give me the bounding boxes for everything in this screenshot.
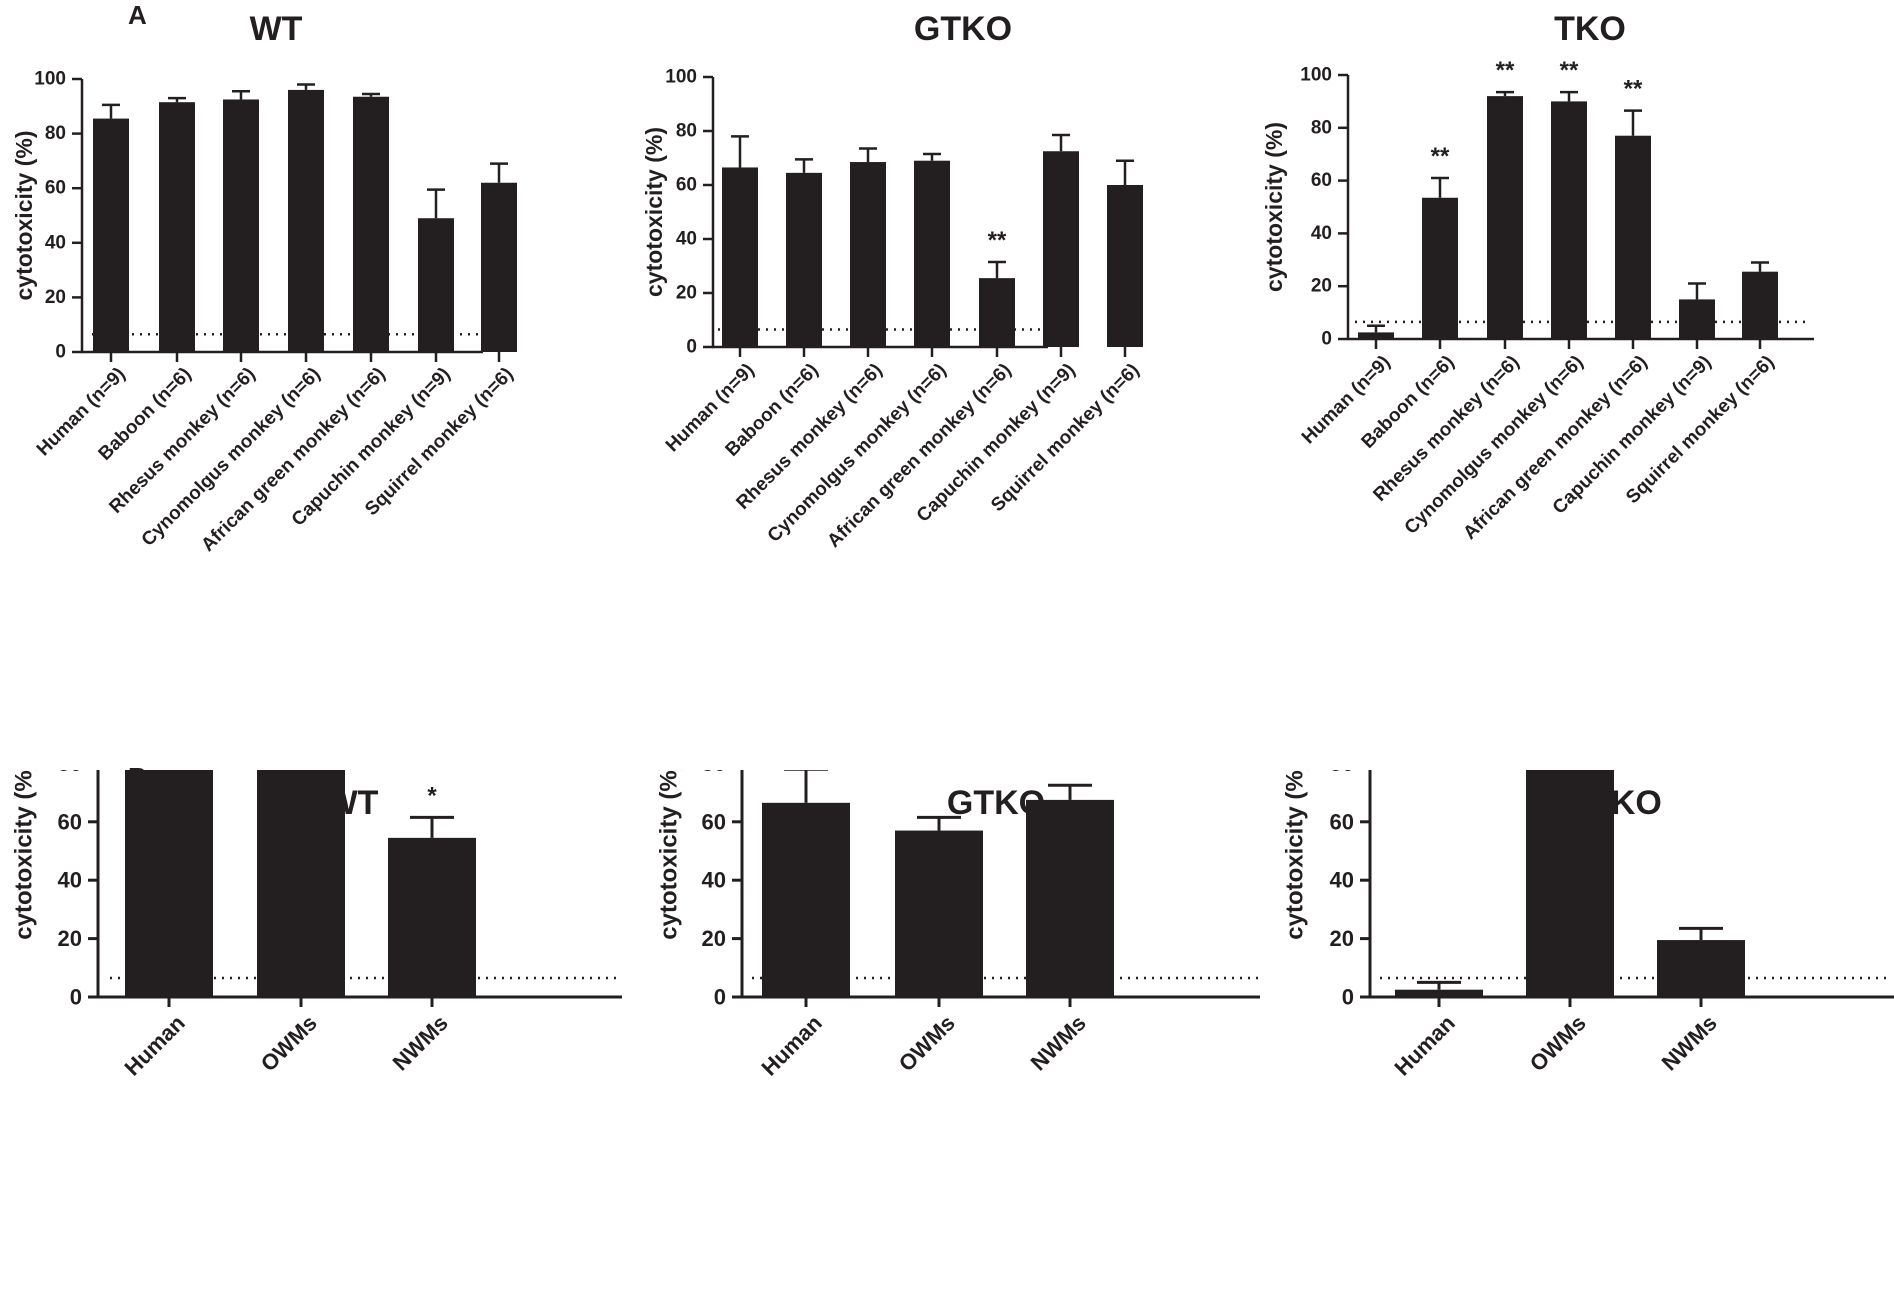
x-tick-label: NWMs [388, 1010, 453, 1075]
y-tick-label: 60 [45, 178, 66, 199]
y-tick-label: 60 [676, 175, 697, 196]
bar [1615, 135, 1651, 339]
x-tick-label: Human [1389, 1010, 1459, 1080]
y-tick-label: 40 [45, 232, 66, 253]
y-tick-label: 0 [1321, 329, 1332, 350]
y-tick-label: 20 [676, 283, 697, 304]
y-tick-label: 80 [702, 770, 726, 776]
significance-marker: ** [1496, 57, 1515, 84]
y-tick-label: 20 [702, 926, 726, 951]
significance-marker: ** [1431, 143, 1450, 170]
y-axis-label: cytotoxicity (%) [641, 127, 667, 297]
bar [1043, 151, 1079, 347]
bar [353, 96, 389, 353]
x-tick-label: NWMs [1026, 1010, 1091, 1075]
chart-title-a-gtko: GTKO [914, 10, 1012, 48]
y-axis-label: cytotoxicity (%) [1261, 122, 1287, 292]
x-tick-label: NWMs [1657, 1010, 1722, 1075]
bar [1395, 989, 1483, 997]
y-tick-label: 60 [1330, 809, 1354, 834]
y-tick-label: 80 [58, 770, 82, 776]
bar [914, 160, 950, 347]
bar [1679, 299, 1715, 339]
bar [1657, 940, 1745, 997]
y-axis-label: cytotoxicity (%) [11, 770, 38, 940]
y-tick-label: 60 [702, 809, 726, 834]
y-tick-label: 0 [55, 342, 66, 363]
significance-marker: ** [1560, 57, 1579, 84]
bar [388, 837, 476, 997]
bar [895, 830, 983, 997]
bar [418, 218, 454, 352]
y-tick-label: 80 [676, 121, 697, 142]
x-tick-label: OWMs [894, 1010, 960, 1076]
y-tick-label: 60 [58, 809, 82, 834]
y-axis-label: cytotoxicity (%) [656, 770, 683, 940]
y-tick-label: 100 [34, 69, 66, 90]
y-tick-label: 0 [1342, 985, 1354, 1010]
y-tick-label: 20 [1330, 926, 1354, 951]
bar [159, 102, 195, 352]
bar [288, 89, 324, 353]
y-tick-label: 60 [1311, 170, 1332, 191]
y-tick-label: 20 [45, 287, 66, 308]
y-tick-label: 100 [665, 67, 697, 88]
x-tick-label: OWMs [1525, 1010, 1591, 1076]
bar [481, 182, 517, 352]
bar [850, 162, 886, 347]
y-tick-label: 100 [1300, 65, 1332, 86]
bar [1422, 197, 1458, 339]
panel-label-a: A [128, 0, 147, 30]
x-tick-label: Human [119, 1010, 189, 1080]
y-tick-label: 80 [45, 123, 66, 144]
bar [125, 770, 213, 997]
bar [1551, 101, 1587, 340]
y-tick-label: 0 [714, 985, 726, 1010]
significance-marker: ** [1624, 76, 1643, 103]
bar [1742, 271, 1778, 339]
bar [1487, 96, 1523, 340]
y-tick-label: 40 [1311, 223, 1332, 244]
y-tick-label: 80 [1330, 770, 1354, 776]
chart-title-a-tko: TKO [1554, 10, 1626, 48]
bar [1358, 332, 1394, 339]
bar [979, 278, 1015, 347]
bar [722, 167, 758, 347]
y-tick-label: 20 [58, 926, 82, 951]
y-tick-label: 40 [1330, 868, 1354, 893]
bar [1026, 799, 1114, 997]
bar [93, 118, 129, 353]
y-tick-label: 0 [686, 337, 697, 358]
y-axis-label: cytotoxicity (%) [11, 131, 37, 301]
y-tick-label: 80 [1311, 117, 1332, 138]
y-tick-label: 40 [676, 229, 697, 250]
y-tick-label: 0 [70, 985, 82, 1010]
significance-marker: * [427, 782, 437, 809]
bar [1107, 185, 1143, 347]
bar [257, 770, 345, 997]
bar [762, 802, 850, 997]
x-tick-label: OWMs [256, 1010, 322, 1076]
bar [1526, 770, 1614, 997]
x-tick-label: Human [756, 1010, 826, 1080]
significance-marker: ** [988, 227, 1007, 254]
y-tick-label: 20 [1311, 276, 1332, 297]
y-tick-label: 40 [58, 868, 82, 893]
chart-title-a-wt: WT [250, 10, 303, 48]
y-tick-label: 40 [702, 868, 726, 893]
y-axis-label: cytotoxicity (%) [1282, 770, 1309, 940]
bar [223, 99, 259, 352]
bar [786, 172, 822, 347]
